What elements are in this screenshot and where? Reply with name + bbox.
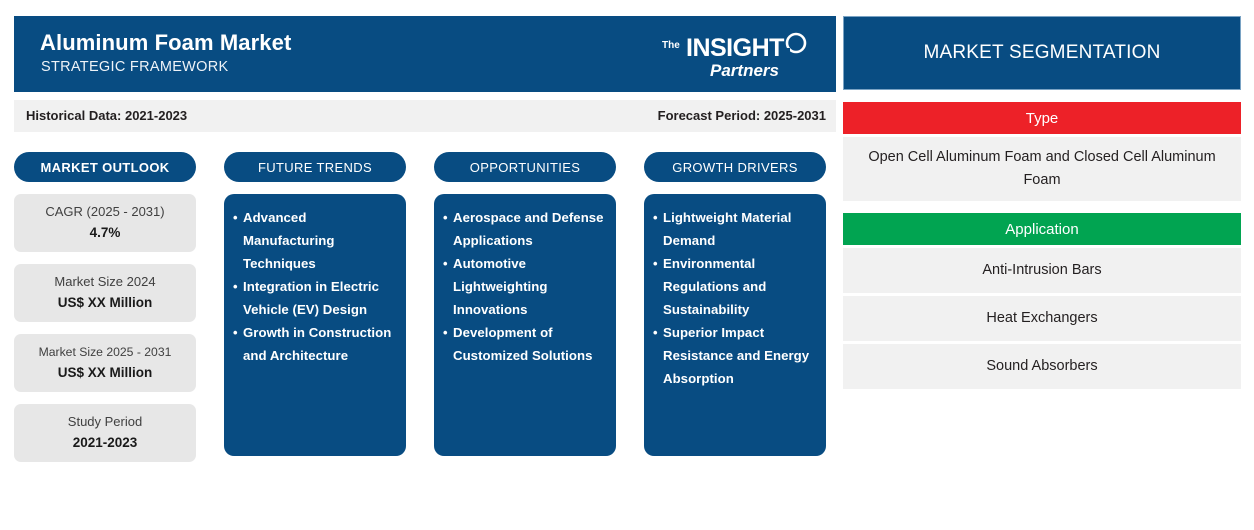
list-item: Open Cell Aluminum Foam and Closed Cell … xyxy=(843,137,1241,201)
forecast-period-label: Forecast Period: 2025-2031 xyxy=(657,108,826,123)
svg-text:INSIGHT: INSIGHT xyxy=(686,34,784,62)
growth-drivers-card: Lightweight Material Demand Environmenta… xyxy=(644,194,826,456)
strategic-framework-panel: Aluminum Foam Market STRATEGIC FRAMEWORK… xyxy=(14,16,836,486)
stat-market-size-2024: Market Size 2024 US$ XX Million xyxy=(14,264,196,322)
future-trends-card: Advanced Manufacturing Techniques Integr… xyxy=(224,194,406,456)
list-item: Sound Absorbers xyxy=(843,344,1241,389)
stat-label: CAGR (2025 - 2031) xyxy=(45,204,165,219)
stat-value: 2021-2023 xyxy=(72,435,138,450)
stat-label: Market Size 2024 xyxy=(54,274,156,289)
list-item: Development of Customized Solutions xyxy=(443,321,606,367)
stat-value: US$ XX Million xyxy=(57,295,153,310)
svg-text:Partners: Partners xyxy=(710,61,779,80)
growth-drivers-column: GROWTH DRIVERS Lightweight Material Dema… xyxy=(644,152,826,456)
list-item: Superior Impact Resistance and Energy Ab… xyxy=(653,321,816,390)
list-item: Lightweight Material Demand xyxy=(653,206,816,252)
segmentation-title-type: Type xyxy=(843,102,1241,134)
future-trends-pill[interactable]: FUTURE TRENDS xyxy=(224,152,406,182)
market-outlook-column: MARKET OUTLOOK CAGR (2025 - 2031) 4.7% M… xyxy=(14,152,196,462)
period-bar: Historical Data: 2021-2023 Forecast Peri… xyxy=(14,100,836,132)
page-title: Aluminum Foam Market xyxy=(40,30,292,55)
list-item: Anti-Intrusion Bars xyxy=(843,248,1241,293)
page-subtitle: STRATEGIC FRAMEWORK xyxy=(41,59,229,75)
list-item: Advanced Manufacturing Techniques xyxy=(233,206,396,275)
opportunities-card: Aerospace and Defense Applications Autom… xyxy=(434,194,616,456)
segmentation-title-application: Application xyxy=(843,213,1241,245)
market-segmentation-panel: MARKET SEGMENTATION Type Open Cell Alumi… xyxy=(843,16,1241,389)
list-item: Automotive Lightweighting Innovations xyxy=(443,252,606,321)
stat-label: Market Size 2025 - 2031 xyxy=(38,345,172,359)
market-outlook-pill[interactable]: MARKET OUTLOOK xyxy=(14,152,196,182)
segmentation-header: MARKET SEGMENTATION xyxy=(843,16,1241,90)
segmentation-group-type: Type Open Cell Aluminum Foam and Closed … xyxy=(843,102,1241,201)
growth-drivers-pill[interactable]: GROWTH DRIVERS xyxy=(644,152,826,182)
segmentation-group-application: Application Anti-Intrusion Bars Heat Exc… xyxy=(843,213,1241,389)
list-item: Environmental Regulations and Sustainabi… xyxy=(653,252,816,321)
future-trends-column: FUTURE TRENDS Advanced Manufacturing Tec… xyxy=(224,152,406,456)
insight-partners-logo: The INSIGHT Partners xyxy=(660,32,812,82)
list-item: Integration in Electric Vehicle (EV) Des… xyxy=(233,275,396,321)
stat-label: Study Period xyxy=(67,414,143,429)
historical-data-label: Historical Data: 2021-2023 xyxy=(26,108,188,123)
stat-cagr: CAGR (2025 - 2031) 4.7% xyxy=(14,194,196,252)
list-item: Heat Exchangers xyxy=(843,296,1241,341)
list-item: Aerospace and Defense Applications xyxy=(443,206,606,252)
svg-text:The: The xyxy=(662,40,680,51)
stat-market-size-forecast: Market Size 2025 - 2031 US$ XX Million xyxy=(14,334,196,392)
list-item: Growth in Construction and Architecture xyxy=(233,321,396,367)
opportunities-pill[interactable]: OPPORTUNITIES xyxy=(434,152,616,182)
title-bar: Aluminum Foam Market STRATEGIC FRAMEWORK… xyxy=(14,16,836,92)
stat-study-period: Study Period 2021-2023 xyxy=(14,404,196,462)
stat-value: 4.7% xyxy=(89,225,121,240)
opportunities-column: OPPORTUNITIES Aerospace and Defense Appl… xyxy=(434,152,616,456)
stat-value: US$ XX Million xyxy=(57,365,153,380)
